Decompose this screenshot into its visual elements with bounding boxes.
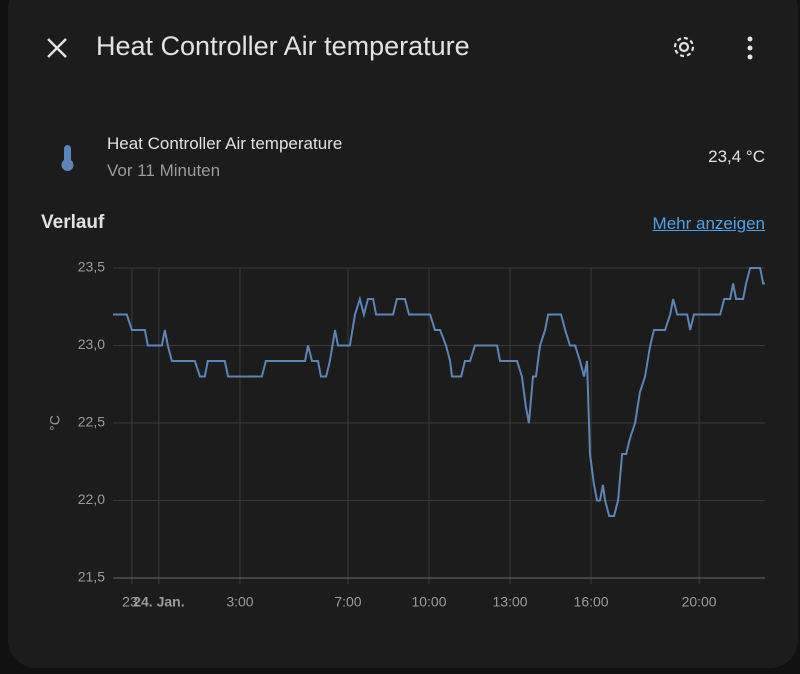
x-tick-label: 3:00 bbox=[226, 594, 253, 610]
dialog-title: Heat Controller Air temperature bbox=[96, 31, 470, 61]
entity-state: 23,4 °C bbox=[708, 147, 765, 166]
close-button[interactable] bbox=[45, 36, 69, 60]
x-tick-label: 20:00 bbox=[682, 594, 717, 610]
thermometer-icon bbox=[61, 145, 74, 171]
x-tick-label: 23. bbox=[122, 594, 141, 610]
x-tick-label: 24. Jan. bbox=[133, 594, 184, 610]
y-tick-label: 22,0 bbox=[78, 491, 105, 507]
y-tick-label: 23,0 bbox=[78, 336, 105, 352]
dialog bbox=[8, 0, 798, 668]
entity-name: Heat Controller Air temperature bbox=[107, 134, 343, 153]
entity-time: Vor 11 Minuten bbox=[107, 161, 221, 180]
settings-button[interactable] bbox=[670, 33, 698, 61]
more-link[interactable]: Mehr anzeigen bbox=[652, 214, 765, 233]
y-tick-label: 21,5 bbox=[78, 569, 105, 585]
menu-button[interactable] bbox=[740, 35, 760, 61]
y-tick-label: 22,5 bbox=[78, 414, 105, 430]
x-tick-label: 7:00 bbox=[334, 594, 361, 610]
x-tick-label: 10:00 bbox=[411, 594, 446, 610]
x-tick-label: 16:00 bbox=[574, 594, 609, 610]
data-line bbox=[113, 267, 765, 517]
history-title: Verlauf bbox=[41, 212, 105, 233]
y-tick-label: 23,5 bbox=[78, 259, 105, 275]
y-axis-label: °C bbox=[47, 415, 63, 431]
x-tick-label: 13:00 bbox=[493, 594, 528, 610]
